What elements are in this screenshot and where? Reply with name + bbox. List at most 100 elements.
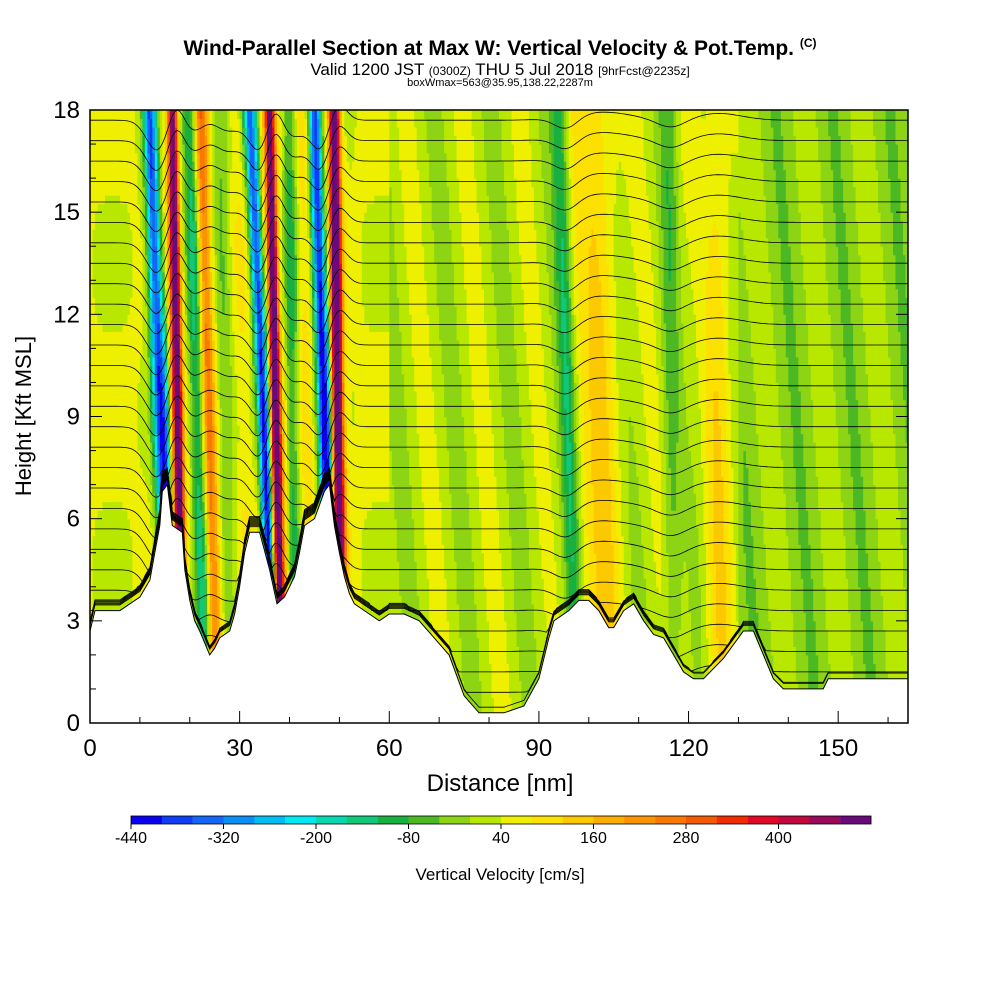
field-cell [122, 212, 126, 222]
field-cell [189, 203, 193, 213]
field-cell [209, 399, 213, 409]
field-cell [132, 263, 136, 273]
field-cell [187, 246, 191, 256]
field-cell [197, 271, 201, 281]
field-cell [232, 484, 236, 494]
field-cell [124, 186, 128, 196]
field-cell [119, 161, 123, 171]
field-cell [110, 552, 114, 562]
field-cell [222, 322, 226, 332]
field-cell [182, 254, 186, 264]
field-cell [179, 305, 183, 315]
field-cell [154, 356, 158, 366]
field-cell [202, 280, 206, 290]
field-cell [137, 322, 141, 332]
field-cell [207, 484, 211, 494]
field-cell [204, 391, 208, 401]
field-cell [105, 305, 109, 315]
field-cell [105, 118, 109, 128]
field-cell [219, 408, 223, 418]
field-cell [142, 220, 146, 230]
field-cell [107, 169, 111, 179]
field-cell [92, 110, 96, 120]
field-cell [224, 467, 228, 477]
field-cell [129, 246, 133, 256]
field-cell [249, 127, 253, 137]
field-cell [147, 433, 151, 443]
field-cell [244, 501, 248, 511]
field-cell [137, 408, 141, 418]
field-cell [212, 271, 216, 281]
field-cell [242, 263, 246, 273]
field-cell [217, 118, 221, 128]
field-cell [252, 391, 256, 401]
field-cell [197, 373, 201, 383]
field-cell [92, 152, 96, 162]
field-cell [219, 373, 223, 383]
field-cell [244, 271, 248, 281]
field-cell [142, 552, 146, 562]
field-cell [259, 391, 263, 401]
field-cell [122, 110, 126, 120]
field-cell [124, 280, 128, 290]
field-cell [172, 416, 176, 426]
field-cell [144, 144, 148, 154]
field-cell [189, 152, 193, 162]
field-cell [132, 161, 136, 171]
field-cell [117, 280, 121, 290]
field-cell [137, 144, 141, 154]
field-cell [217, 288, 221, 298]
field-cell [97, 127, 101, 137]
field-cell [199, 195, 203, 205]
field-cell [204, 416, 208, 426]
field-cell [95, 442, 99, 452]
field-cell [207, 195, 211, 205]
field-cell [152, 135, 156, 145]
field-cell [182, 510, 186, 520]
field-cell [102, 135, 106, 145]
field-cell [167, 152, 171, 162]
field-cell [184, 322, 188, 332]
field-cell [207, 510, 211, 520]
field-cell [189, 280, 193, 290]
field-cell [252, 476, 256, 486]
field-cell [194, 535, 198, 545]
field-cell [244, 322, 248, 332]
field-cell [112, 399, 116, 409]
field-cell [259, 501, 263, 511]
field-cell [97, 518, 101, 528]
field-cell [214, 271, 218, 281]
field-cell [149, 501, 153, 511]
field-cell [249, 220, 253, 230]
field-cell [212, 246, 216, 256]
field-cell [127, 535, 131, 545]
field-cell [222, 339, 226, 349]
field-cell [102, 161, 106, 171]
field-cell [237, 450, 241, 460]
field-cell [169, 220, 173, 230]
field-cell [137, 544, 141, 554]
field-cell [197, 297, 201, 307]
field-cell [114, 263, 118, 273]
field-cell [202, 212, 206, 222]
field-cell [204, 578, 208, 588]
field-cell [139, 569, 143, 579]
field-cell [174, 237, 178, 247]
field-cell [184, 331, 188, 341]
field-cell [167, 382, 171, 392]
field-cell [117, 408, 121, 418]
field-cell [95, 348, 99, 358]
field-cell [202, 246, 206, 256]
field-cell [232, 391, 236, 401]
field-cell [105, 561, 109, 571]
field-cell [139, 135, 143, 145]
field-cell [174, 467, 178, 477]
field-cell [112, 442, 116, 452]
field-cell [172, 254, 176, 264]
field-cell [139, 220, 143, 230]
field-cell [95, 186, 99, 196]
field-cell [254, 484, 258, 494]
field-cell [249, 425, 253, 435]
field-cell [139, 212, 143, 222]
field-cell [105, 484, 109, 494]
